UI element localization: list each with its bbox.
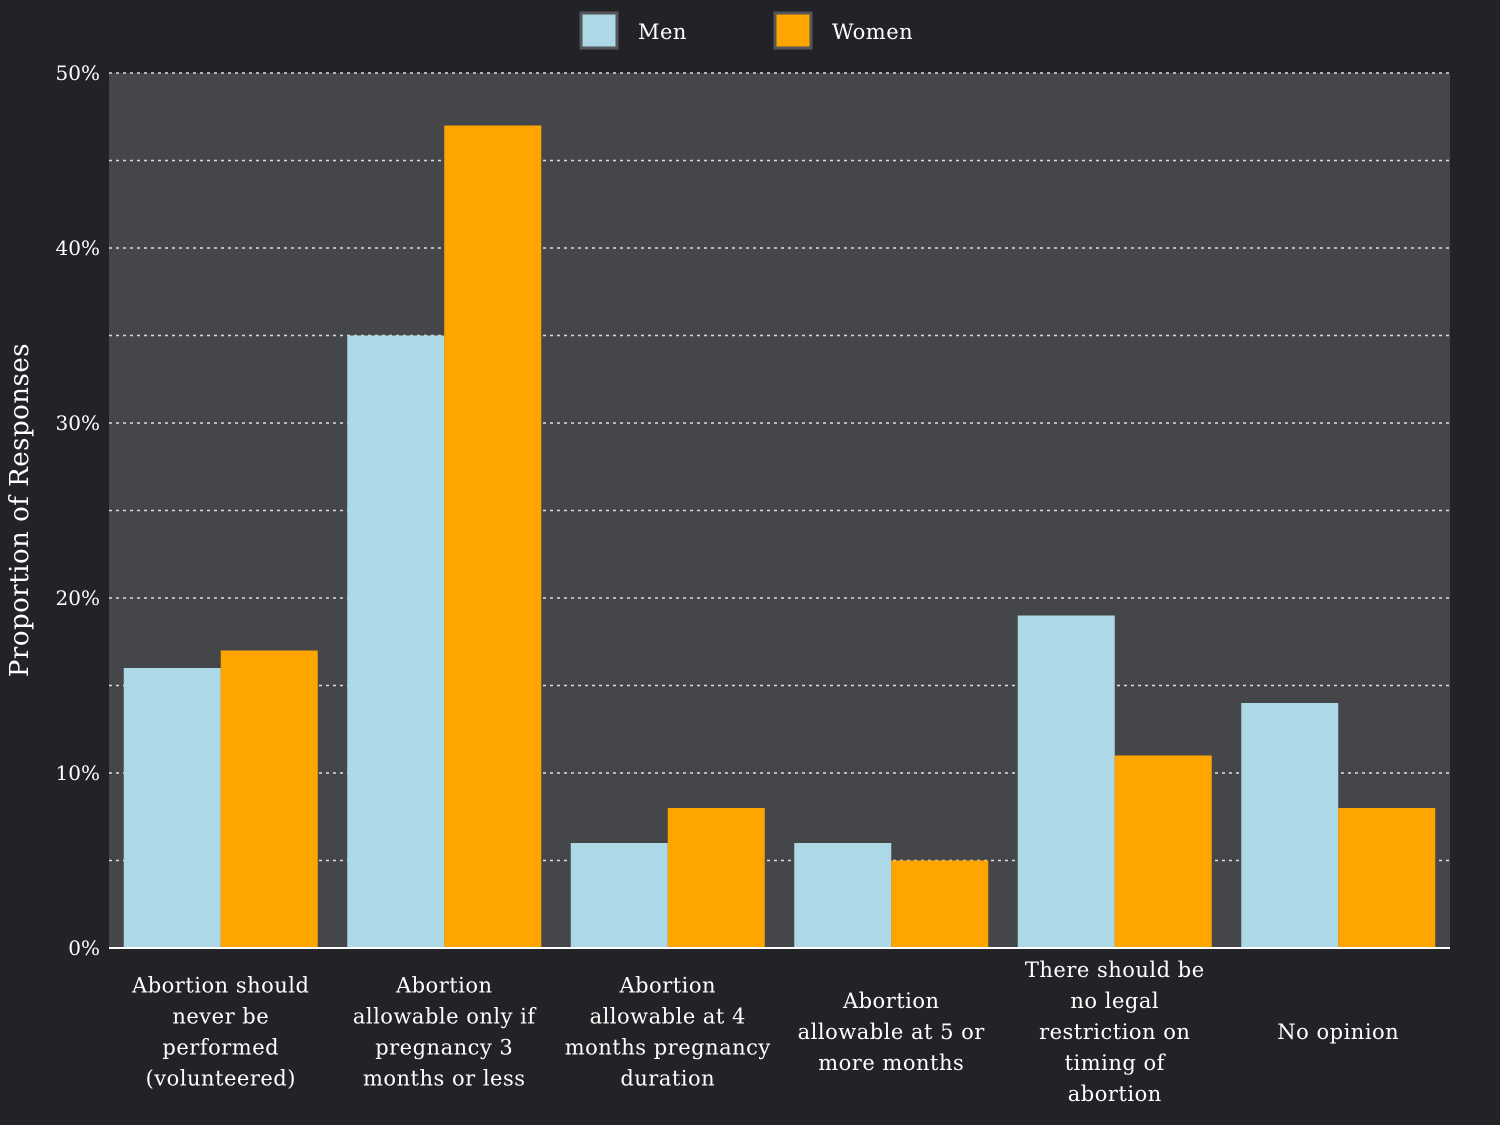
x-category-label: Abortion allowable only if pregnancy 3 mont…: [353, 974, 537, 1091]
bar-women: [220, 650, 318, 948]
bars: [123, 125, 1436, 948]
bar-men: [1241, 703, 1339, 948]
x-category-label: There should be no legal restriction on tim…: [1025, 958, 1205, 1106]
plot-area: [109, 73, 1450, 948]
legend-swatch-women: [773, 11, 813, 50]
y-tick-label: 40%: [56, 236, 100, 260]
bar-women: [1114, 755, 1212, 948]
bar-men: [570, 843, 668, 948]
legend: Men Women: [579, 11, 913, 50]
legend-label-men: Men: [638, 20, 687, 44]
y-tick-label: 10%: [56, 761, 100, 785]
y-axis-ticks: 0% 10% 20% 30% 40% 50%: [56, 61, 100, 960]
legend-label-women: Women: [832, 20, 913, 44]
x-category-label: Abortion should never be performed (volunte…: [131, 974, 309, 1091]
legend-swatch-men: [579, 11, 619, 50]
bar-women: [667, 808, 765, 948]
y-tick-label: 20%: [56, 586, 100, 610]
y-tick-label: 0%: [68, 936, 100, 960]
bar-men: [347, 335, 445, 948]
bar-women: [1338, 808, 1436, 948]
y-axis-title: Proportion of Responses: [5, 343, 35, 677]
x-axis-labels: Abortion should never be performed (volunte…: [131, 958, 1399, 1106]
bar-men: [1017, 615, 1115, 948]
x-category-label: No opinion: [1277, 1020, 1399, 1044]
x-category-label: Abortion allowable at 4 months pregnancy du…: [565, 974, 771, 1091]
x-category-label: Abortion allowable at 5 or more months: [798, 989, 986, 1075]
y-tick-label: 50%: [56, 61, 100, 85]
bar-men: [123, 668, 221, 948]
bar-men: [794, 843, 892, 948]
bar-women: [444, 125, 542, 948]
y-tick-label: 30%: [56, 411, 100, 435]
bar-women: [891, 860, 989, 948]
